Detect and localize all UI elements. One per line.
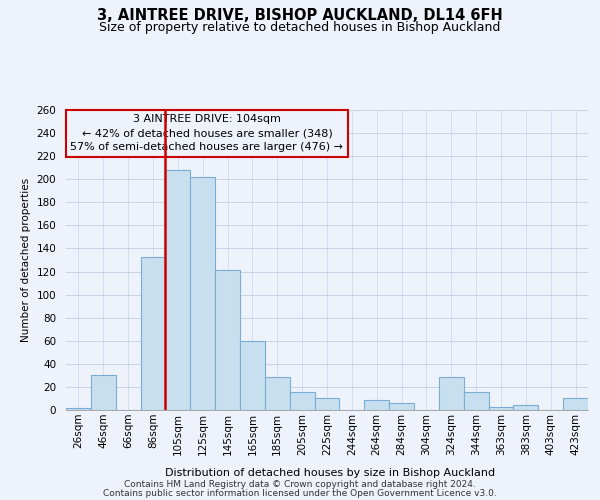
- Bar: [166, 170, 190, 410]
- Bar: [66, 408, 91, 410]
- Bar: [265, 376, 290, 410]
- Text: Contains HM Land Registry data © Crown copyright and database right 2024.: Contains HM Land Registry data © Crown c…: [124, 480, 476, 489]
- Bar: [364, 400, 389, 410]
- Text: Distribution of detached houses by size in Bishop Auckland: Distribution of detached houses by size …: [165, 468, 495, 477]
- Bar: [140, 256, 166, 410]
- Bar: [314, 398, 340, 410]
- Text: Size of property relative to detached houses in Bishop Auckland: Size of property relative to detached ho…: [100, 21, 500, 34]
- Bar: [488, 406, 514, 410]
- Y-axis label: Number of detached properties: Number of detached properties: [21, 178, 31, 342]
- Bar: [464, 392, 488, 410]
- Text: 3, AINTREE DRIVE, BISHOP AUCKLAND, DL14 6FH: 3, AINTREE DRIVE, BISHOP AUCKLAND, DL14 …: [97, 8, 503, 22]
- Bar: [240, 341, 265, 410]
- Bar: [215, 270, 240, 410]
- Bar: [389, 403, 414, 410]
- Text: Contains public sector information licensed under the Open Government Licence v3: Contains public sector information licen…: [103, 489, 497, 498]
- Bar: [190, 177, 215, 410]
- Text: 3 AINTREE DRIVE: 104sqm
← 42% of detached houses are smaller (348)
57% of semi-d: 3 AINTREE DRIVE: 104sqm ← 42% of detache…: [70, 114, 343, 152]
- Bar: [439, 376, 464, 410]
- Bar: [91, 376, 116, 410]
- Bar: [290, 392, 314, 410]
- Bar: [563, 398, 588, 410]
- Bar: [514, 406, 538, 410]
